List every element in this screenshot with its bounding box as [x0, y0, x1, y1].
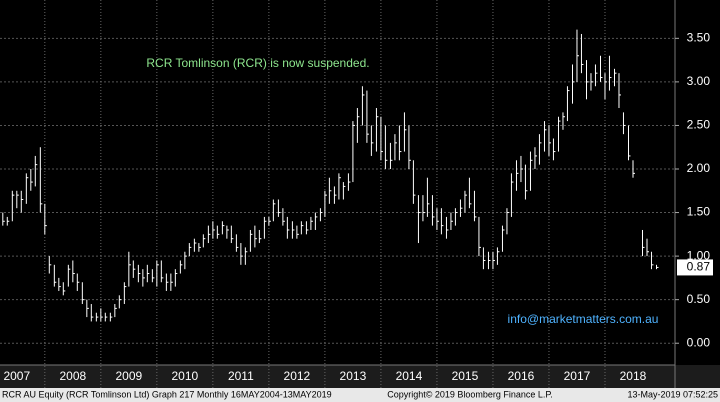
last-price-label: 0.87 — [687, 260, 711, 274]
watermark: info@marketmatters.com.au — [508, 312, 659, 326]
footer-band — [0, 388, 720, 402]
x-tick-label: 2016 — [508, 369, 535, 383]
y-tick-label: 2.00 — [687, 161, 711, 175]
y-tick-label: 3.00 — [687, 74, 711, 88]
y-tick-label: 1.00 — [687, 248, 711, 262]
x-tick-label: 2011 — [228, 369, 254, 383]
y-tick-label: 0.00 — [687, 335, 711, 349]
x-tick-label: 2018 — [620, 369, 647, 383]
footer-right: 13-May-2019 07:52:25 — [627, 389, 718, 399]
y-tick-label: 1.50 — [687, 205, 711, 219]
last-price-box — [677, 259, 713, 276]
plot-background — [0, 0, 720, 365]
y-tick-label: 2.50 — [687, 118, 711, 132]
x-tick-label: 2014 — [396, 369, 423, 383]
x-tick-label: 2015 — [452, 369, 479, 383]
x-tick-label: 2009 — [115, 369, 142, 383]
x-tick-label: 2013 — [340, 369, 367, 383]
footer-center: Copyright© 2019 Bloomberg Finance L.P. — [387, 389, 553, 399]
x-tick-label: 2010 — [172, 369, 199, 383]
annotation: RCR Tomlinson (RCR) is now suspended. — [146, 56, 369, 70]
footer-left: RCR AU Equity (RCR Tomlinson Ltd) Graph … — [2, 389, 332, 399]
x-tick-label: 2017 — [564, 369, 591, 383]
plot — [0, 0, 675, 388]
x-tick-label: 2007 — [3, 369, 30, 383]
y-tick-label: 0.50 — [687, 292, 711, 306]
x-tick-label: 2012 — [284, 369, 311, 383]
y-tick-label: 3.50 — [687, 31, 711, 45]
x-tick-label: 2008 — [59, 369, 86, 383]
x-axis-band — [0, 365, 720, 388]
